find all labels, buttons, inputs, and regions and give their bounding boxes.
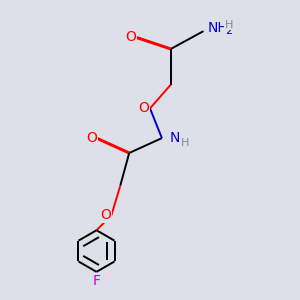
Text: 2: 2: [225, 26, 232, 36]
Text: O: O: [87, 131, 98, 145]
Text: H: H: [225, 20, 233, 30]
Text: NH: NH: [208, 21, 229, 35]
Text: H: H: [181, 138, 190, 148]
Text: N: N: [208, 21, 218, 35]
Text: O: O: [139, 101, 149, 116]
Text: O: O: [100, 208, 111, 222]
Text: N: N: [169, 131, 180, 145]
Text: O: O: [125, 30, 136, 44]
Text: F: F: [92, 274, 101, 288]
Text: H: H: [223, 23, 231, 33]
